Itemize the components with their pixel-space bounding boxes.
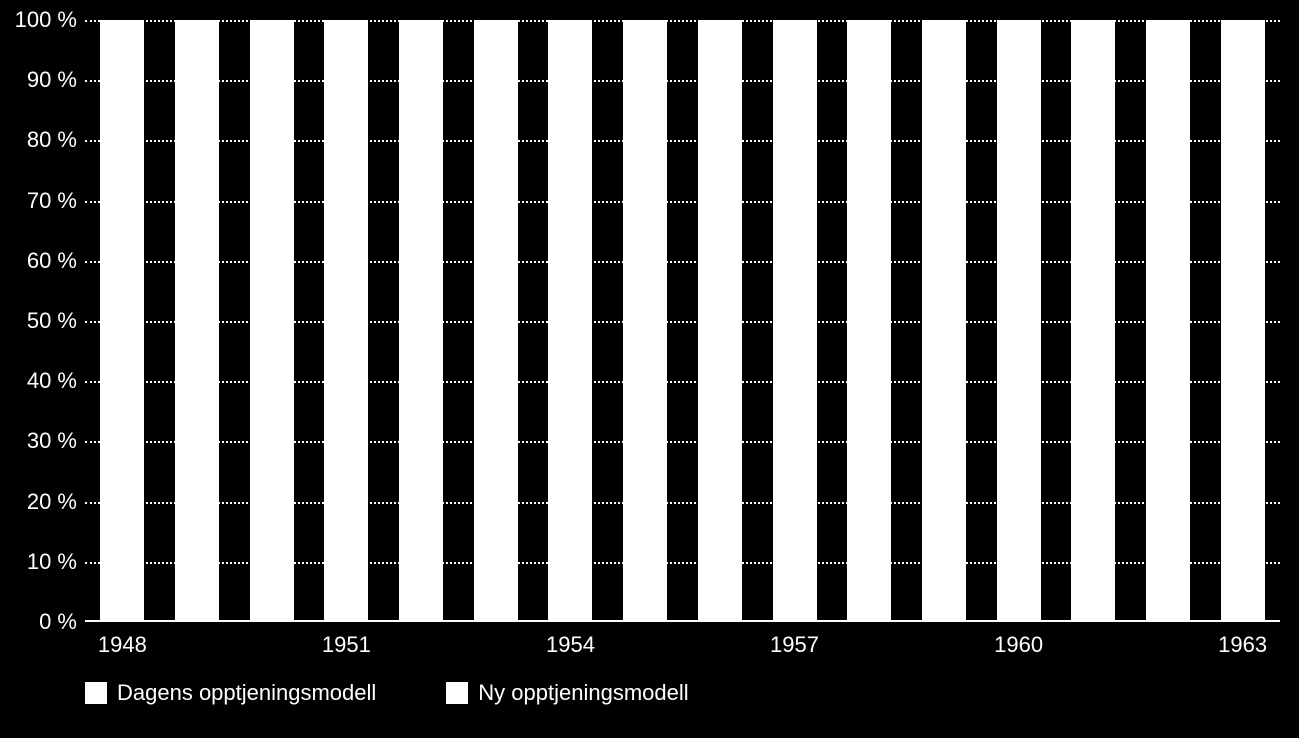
bar-ny — [548, 20, 592, 321]
legend-swatch — [85, 682, 107, 704]
bar-group — [548, 20, 592, 622]
bar-dagens — [922, 321, 966, 622]
bar-dagens — [997, 321, 1041, 622]
legend-item-dagens: Dagens opptjeningsmodell — [85, 680, 376, 706]
bar-ny — [773, 20, 817, 321]
y-tick-label: 40 % — [27, 368, 77, 394]
plot-area — [85, 20, 1280, 622]
bar-dagens — [100, 321, 144, 622]
bar-dagens — [1071, 321, 1115, 622]
y-tick-label: 20 % — [27, 489, 77, 515]
bar-group — [474, 20, 518, 622]
bar-ny — [1221, 20, 1265, 321]
bar-group — [922, 20, 966, 622]
y-tick-label: 60 % — [27, 248, 77, 274]
bar-ny — [324, 20, 368, 321]
bar-group — [997, 20, 1041, 622]
bar-ny — [474, 20, 518, 321]
bar-dagens — [548, 321, 592, 622]
bar-ny — [997, 20, 1041, 321]
y-tick-label: 100 % — [15, 7, 77, 33]
chart-container: Dagens opptjeningsmodell Ny opptjeningsm… — [0, 0, 1299, 738]
bar-dagens — [847, 321, 891, 622]
legend: Dagens opptjeningsmodell Ny opptjeningsm… — [85, 680, 689, 706]
legend-label: Ny opptjeningsmodell — [478, 680, 688, 706]
bar-ny — [1146, 20, 1190, 321]
bar-group — [1146, 20, 1190, 622]
bar-dagens — [1221, 321, 1265, 622]
bar-group — [399, 20, 443, 622]
bar-dagens — [175, 321, 219, 622]
bar-dagens — [698, 321, 742, 622]
bar-dagens — [399, 321, 443, 622]
x-tick-label: 1960 — [994, 632, 1043, 658]
x-tick-label: 1951 — [322, 632, 371, 658]
bar-dagens — [474, 321, 518, 622]
bar-dagens — [623, 321, 667, 622]
y-tick-label: 50 % — [27, 308, 77, 334]
bar-group — [773, 20, 817, 622]
bar-ny — [100, 20, 144, 321]
y-tick-label: 30 % — [27, 428, 77, 454]
x-tick-label: 1954 — [546, 632, 595, 658]
y-tick-label: 70 % — [27, 188, 77, 214]
bar-ny — [175, 20, 219, 321]
bar-dagens — [1146, 321, 1190, 622]
y-tick-label: 10 % — [27, 549, 77, 575]
x-tick-label: 1957 — [770, 632, 819, 658]
bar-dagens — [773, 321, 817, 622]
bar-dagens — [250, 321, 294, 622]
legend-swatch — [446, 682, 468, 704]
bar-group — [1071, 20, 1115, 622]
legend-label: Dagens opptjeningsmodell — [117, 680, 376, 706]
bar-group — [847, 20, 891, 622]
bar-group — [100, 20, 144, 622]
x-tick-label: 1963 — [1218, 632, 1267, 658]
bar-group — [175, 20, 219, 622]
bar-ny — [698, 20, 742, 321]
bar-ny — [623, 20, 667, 321]
y-tick-label: 80 % — [27, 127, 77, 153]
x-tick-label: 1948 — [98, 632, 147, 658]
y-tick-label: 0 % — [39, 609, 77, 635]
bar-ny — [399, 20, 443, 321]
bar-group — [250, 20, 294, 622]
y-tick-label: 90 % — [27, 67, 77, 93]
bar-group — [324, 20, 368, 622]
bar-ny — [250, 20, 294, 321]
bar-ny — [847, 20, 891, 321]
bar-group — [623, 20, 667, 622]
bar-dagens — [324, 321, 368, 622]
legend-item-ny: Ny opptjeningsmodell — [446, 680, 688, 706]
bar-ny — [922, 20, 966, 321]
bar-group — [1221, 20, 1265, 622]
bar-ny — [1071, 20, 1115, 321]
bar-group — [698, 20, 742, 622]
